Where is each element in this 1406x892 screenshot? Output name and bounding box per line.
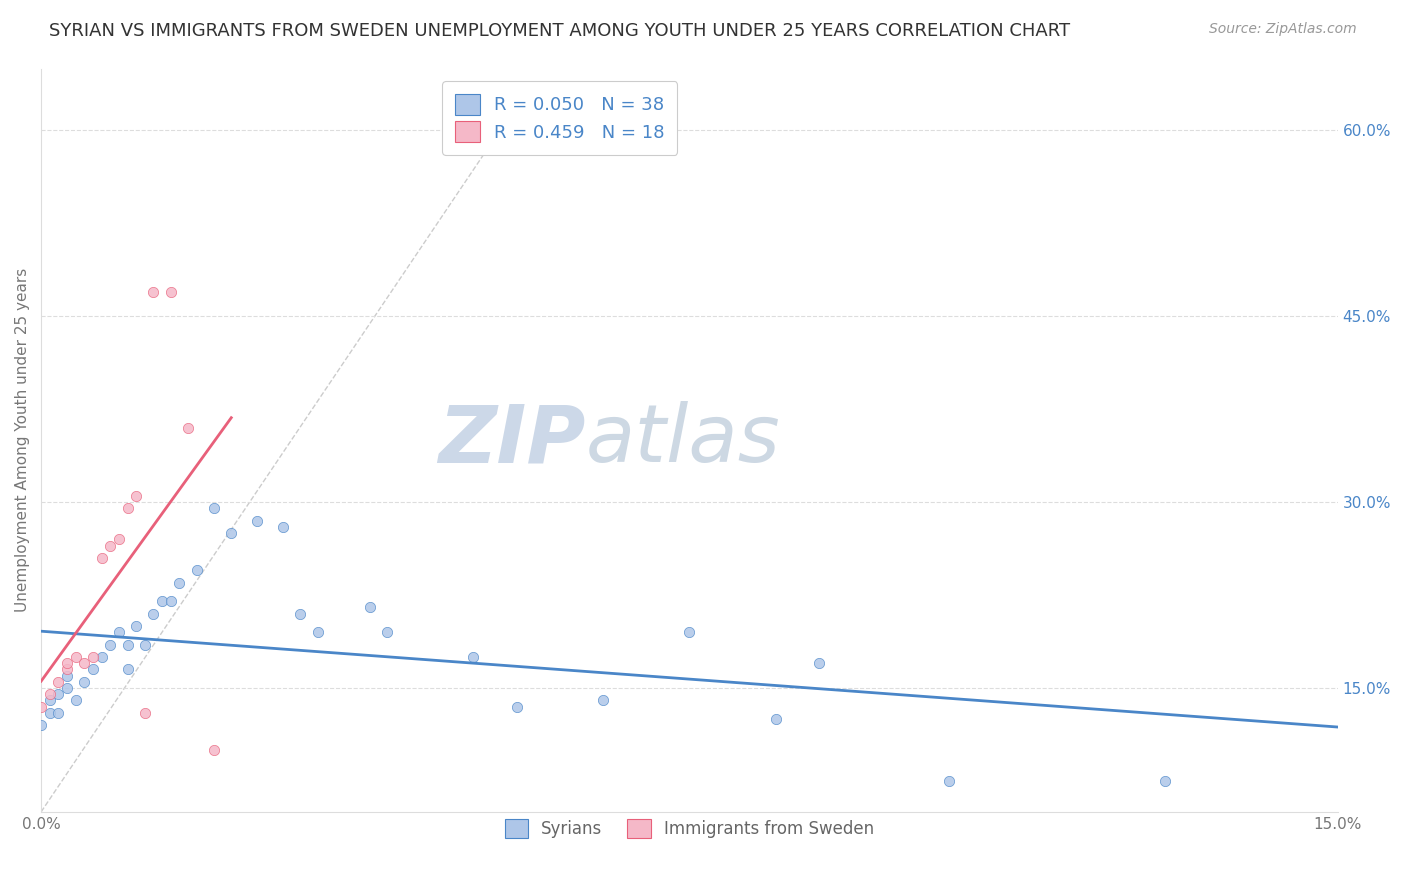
Point: [142, 285, 165, 299]
Point: [90, 550, 112, 565]
Point: [48, 706, 70, 720]
Point: [159, 594, 181, 608]
Point: [56, 681, 79, 695]
Point: [48, 674, 70, 689]
Point: [125, 489, 148, 503]
Point: [65, 693, 87, 707]
Point: [38, 706, 60, 720]
Point: [765, 712, 787, 726]
Point: [108, 625, 131, 640]
Point: [505, 699, 527, 714]
Point: [73, 657, 96, 671]
Point: [30, 718, 52, 732]
Point: [30, 699, 52, 714]
Point: [82, 650, 104, 665]
Point: [142, 607, 165, 621]
Y-axis label: Unemployment Among Youth under 25 years: Unemployment Among Youth under 25 years: [15, 268, 30, 612]
Point: [1153, 773, 1175, 788]
Point: [375, 625, 398, 640]
Point: [678, 625, 700, 640]
Point: [150, 594, 173, 608]
Point: [202, 743, 225, 757]
Point: [98, 638, 121, 652]
Point: [48, 687, 70, 701]
Legend: Syrians, Immigrants from Sweden: Syrians, Immigrants from Sweden: [498, 812, 882, 845]
Point: [82, 662, 104, 676]
Point: [169, 575, 191, 590]
Point: [56, 657, 79, 671]
Point: [592, 693, 614, 707]
Point: [38, 687, 60, 701]
Point: [108, 533, 131, 547]
Point: [219, 526, 242, 541]
Text: ZIP: ZIP: [439, 401, 586, 479]
Point: [307, 625, 329, 640]
Point: [186, 563, 208, 577]
Text: atlas: atlas: [586, 401, 780, 479]
Point: [463, 650, 485, 665]
Point: [117, 501, 139, 516]
Point: [125, 619, 148, 633]
Point: [246, 514, 269, 528]
Point: [90, 650, 112, 665]
Point: [56, 668, 79, 682]
Point: [73, 674, 96, 689]
Point: [56, 662, 79, 676]
Point: [65, 650, 87, 665]
Point: [98, 539, 121, 553]
Point: [808, 657, 831, 671]
Point: [117, 662, 139, 676]
Text: SYRIAN VS IMMIGRANTS FROM SWEDEN UNEMPLOYMENT AMONG YOUTH UNDER 25 YEARS CORRELA: SYRIAN VS IMMIGRANTS FROM SWEDEN UNEMPLO…: [49, 22, 1070, 40]
Point: [38, 693, 60, 707]
Point: [177, 421, 200, 435]
Point: [290, 607, 312, 621]
Text: Source: ZipAtlas.com: Source: ZipAtlas.com: [1209, 22, 1357, 37]
Point: [202, 501, 225, 516]
Point: [271, 520, 294, 534]
Point: [159, 285, 181, 299]
Point: [359, 600, 381, 615]
Point: [134, 706, 156, 720]
Point: [134, 638, 156, 652]
Point: [938, 773, 960, 788]
Point: [117, 638, 139, 652]
